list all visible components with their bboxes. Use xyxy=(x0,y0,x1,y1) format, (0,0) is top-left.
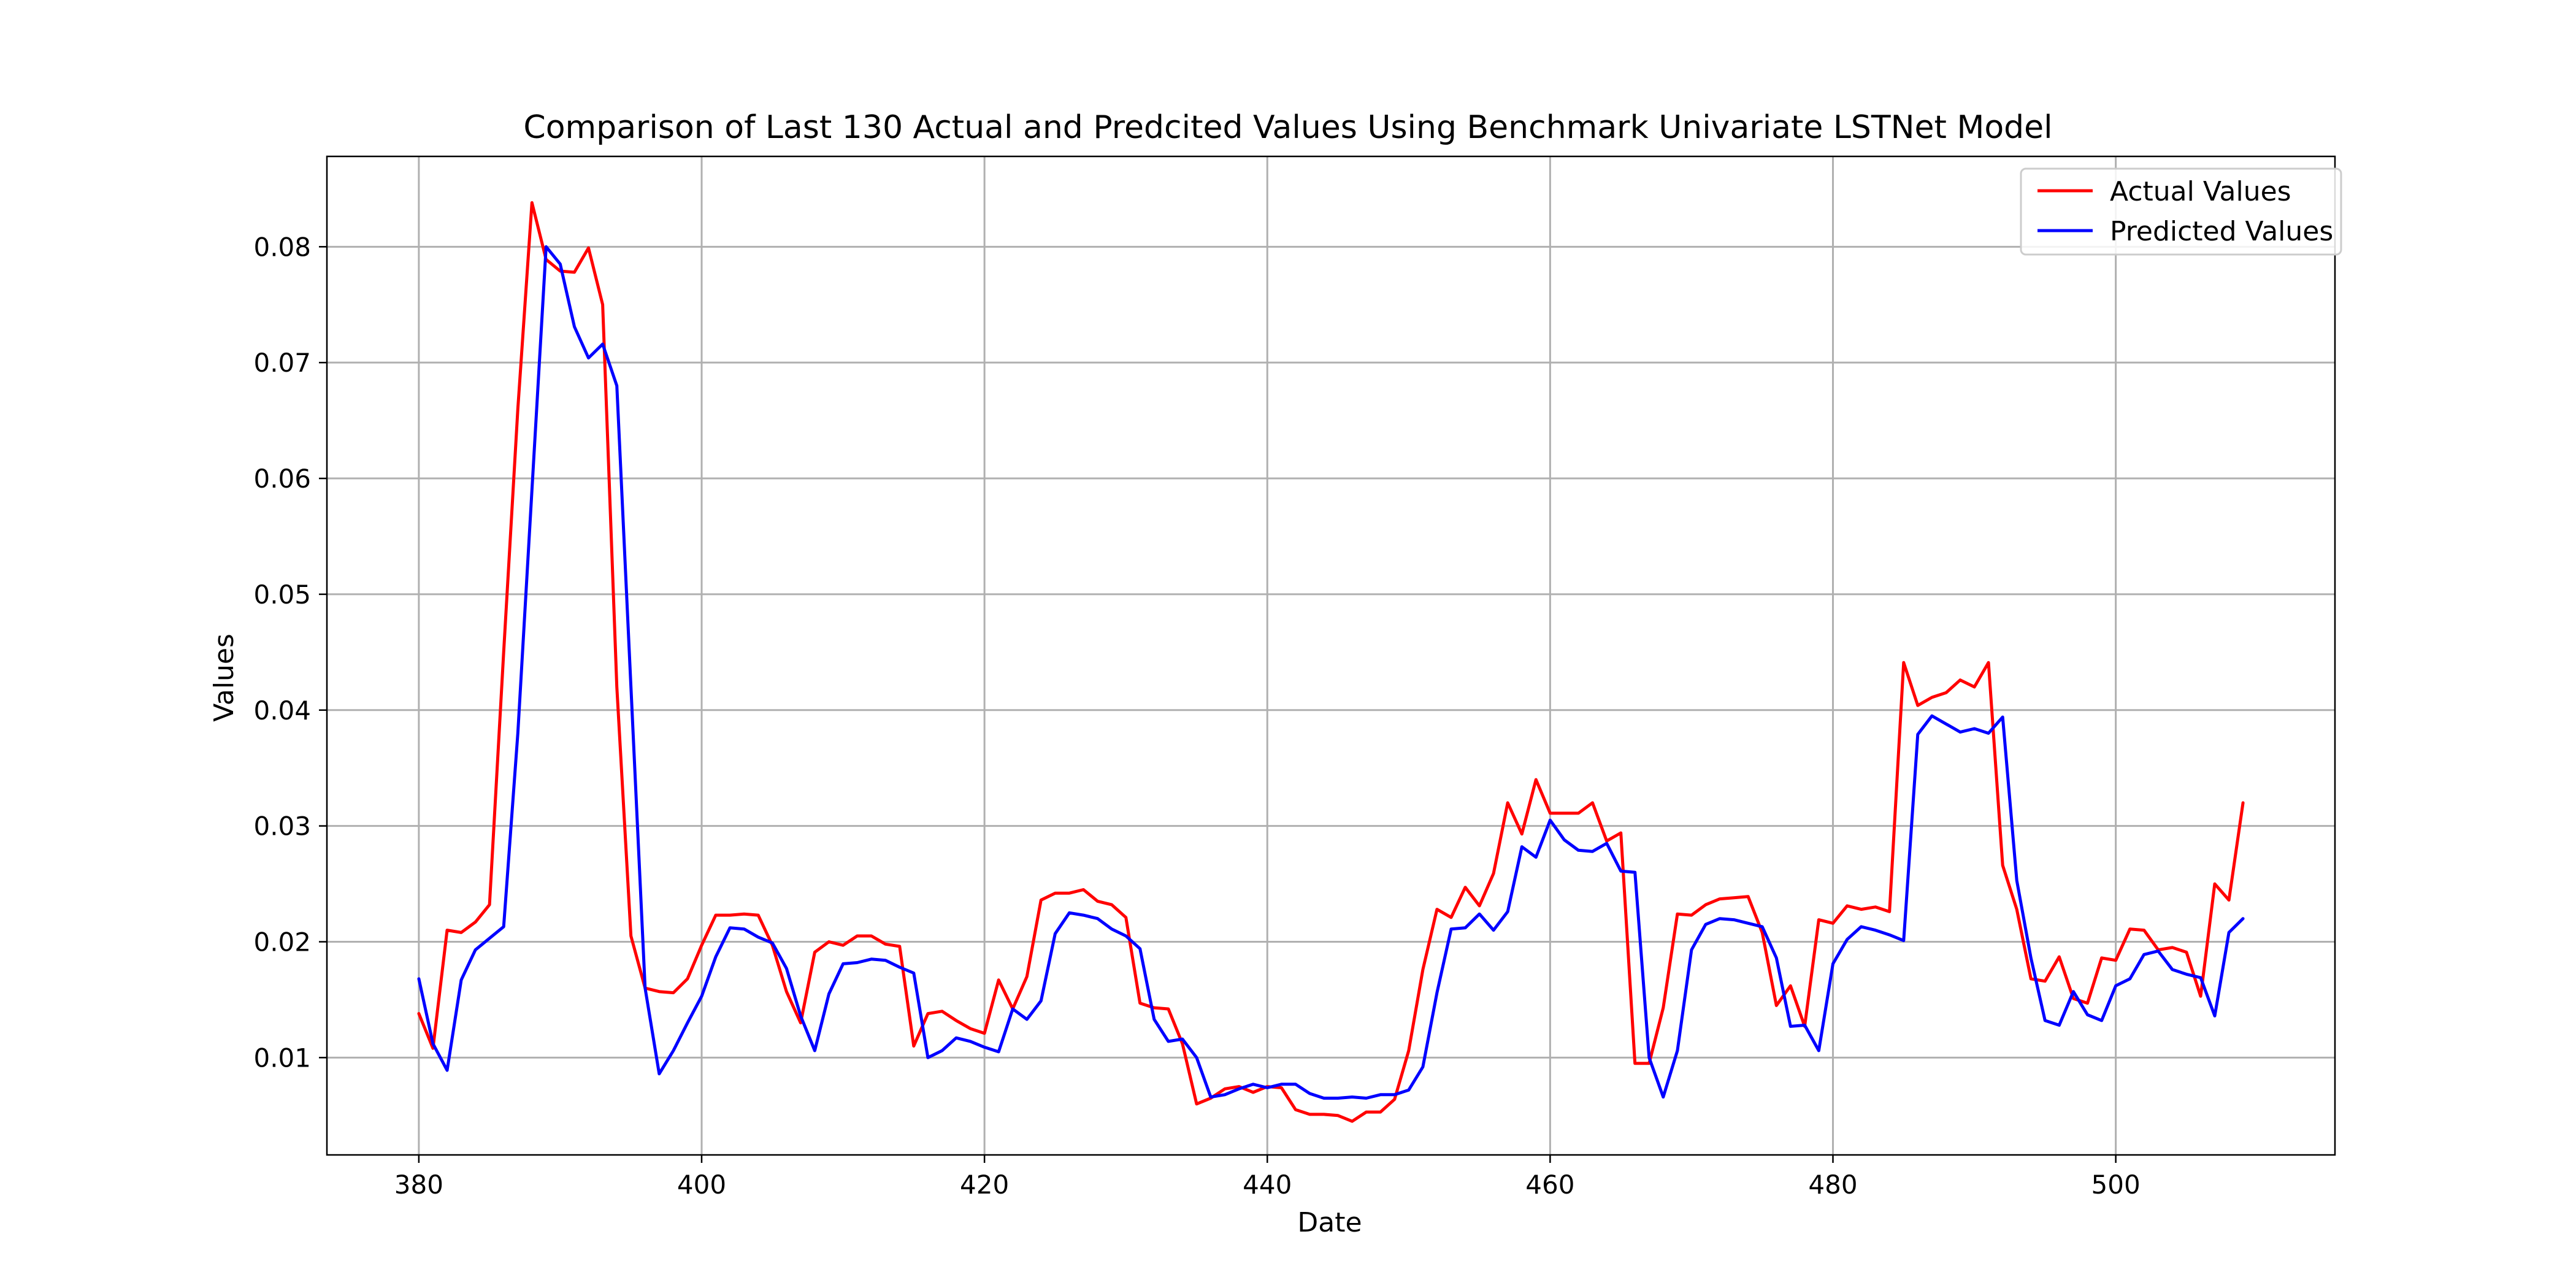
y-axis: 0.01 0.02 0.03 0.04 0.05 0.06 0.07 0.08 xyxy=(253,232,327,1073)
x-tick-label: 480 xyxy=(1808,1170,1857,1200)
predicted-values-line xyxy=(417,245,2245,1100)
chart-title: Comparison of Last 130 Actual and Predci… xyxy=(523,109,2052,146)
y-tick-label: 0.04 xyxy=(253,696,311,726)
legend-label-actual: Actual Values xyxy=(2110,176,2291,207)
x-tick-label: 500 xyxy=(2091,1170,2141,1200)
x-tick-label: 420 xyxy=(960,1170,1009,1200)
series-lines xyxy=(417,201,2245,1123)
y-tick-label: 0.03 xyxy=(253,811,311,841)
plot-frame xyxy=(326,155,2336,1156)
legend: Actual Values Predicted Values xyxy=(2020,167,2342,256)
x-tick-label: 400 xyxy=(677,1170,726,1200)
y-tick-label: 0.07 xyxy=(253,348,311,378)
y-tick-label: 0.05 xyxy=(253,580,311,610)
x-tick-label: 440 xyxy=(1243,1170,1292,1200)
x-tick-label: 380 xyxy=(394,1170,443,1200)
x-axis-label: Date xyxy=(1297,1207,1362,1238)
y-tick-label: 0.06 xyxy=(253,464,311,494)
y-tick-label: 0.02 xyxy=(253,927,311,957)
y-tick-label: 0.01 xyxy=(253,1043,311,1073)
y-axis-label: Values xyxy=(209,634,240,722)
actual-values-line xyxy=(417,201,2245,1123)
x-axis: 380 400 420 440 460 480 500 xyxy=(394,1155,2141,1200)
legend-box xyxy=(2020,167,2342,256)
x-tick-label: 460 xyxy=(1525,1170,1574,1200)
legend-label-predicted: Predicted Values xyxy=(2110,216,2333,247)
y-tick-label: 0.08 xyxy=(253,232,311,262)
